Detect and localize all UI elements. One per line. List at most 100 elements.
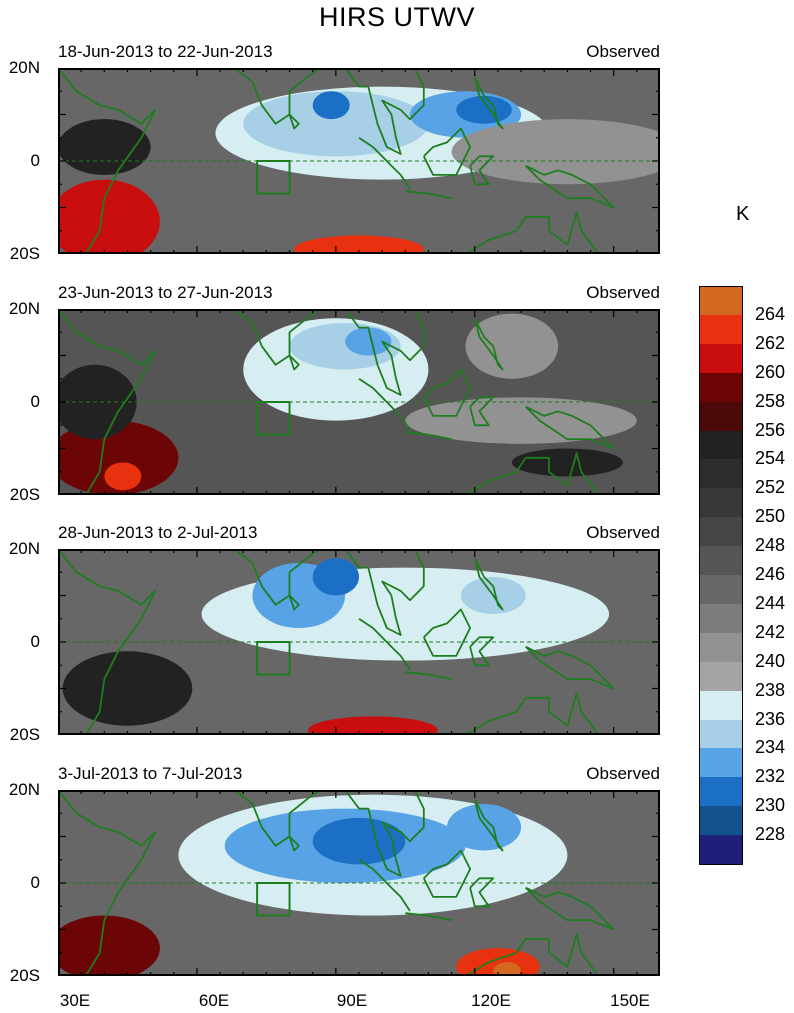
- colorbar-swatch: [699, 632, 743, 663]
- coastline: [422, 127, 471, 176]
- contour-region: [493, 962, 522, 976]
- colorbar-swatch: [699, 430, 743, 460]
- contour-region: [62, 651, 193, 726]
- panel-1-period: 18-Jun-2013 to 22-Jun-2013: [58, 42, 273, 61]
- x-tick-label: 150E: [610, 991, 650, 1010]
- panel-4-map: [58, 790, 660, 976]
- colorbar-label: 228: [755, 824, 786, 845]
- coastline: [473, 557, 504, 611]
- colorbar-swatch: [699, 719, 743, 749]
- coastline: [469, 636, 495, 667]
- coastline: [469, 155, 495, 186]
- colorbar-swatch: [699, 777, 743, 807]
- y-tick-label: 20N: [8, 539, 40, 558]
- coastline: [233, 309, 323, 366]
- panel-frame: [58, 68, 660, 254]
- colorbar-label: 264: [755, 303, 786, 324]
- panel-3: [58, 549, 660, 735]
- y-tick-label: 0: [30, 392, 40, 411]
- coastline: [344, 309, 425, 396]
- contour-region: [345, 327, 392, 356]
- colorbar-label: 244: [755, 592, 786, 613]
- colorbar-label: 262: [755, 332, 786, 353]
- colorbar-swatch: [699, 806, 743, 836]
- contour-region: [312, 91, 350, 120]
- panel-1-label: Observed: [586, 42, 660, 61]
- panel-3-map: [58, 549, 660, 735]
- coastline: [344, 790, 425, 877]
- coastline: [358, 378, 411, 431]
- y-tick-label: 20N: [8, 780, 40, 799]
- colorbar-swatch: [699, 690, 743, 720]
- colorbar-label: 236: [755, 708, 786, 729]
- coastline: [405, 431, 452, 441]
- x-tick-label: 120E: [471, 991, 511, 1010]
- coastline: [233, 549, 323, 606]
- contour-region: [58, 119, 151, 175]
- coastline: [525, 164, 615, 209]
- colorbar-label: 248: [755, 535, 786, 556]
- coastline: [473, 76, 504, 130]
- coastline: [233, 790, 323, 847]
- coastline: [422, 608, 471, 657]
- coastline: [288, 354, 300, 371]
- colorbar-label: 254: [755, 448, 786, 469]
- coastline: [463, 211, 600, 254]
- coastline: [58, 549, 157, 735]
- x-tick-label: 90E: [336, 991, 368, 1010]
- coastline: [473, 317, 504, 371]
- contour-region: [465, 313, 559, 379]
- colorbar-label: 252: [755, 477, 786, 498]
- coastline: [405, 190, 452, 200]
- contour-region: [58, 364, 137, 440]
- coastline: [58, 68, 157, 254]
- y-tick-label: 20S: [9, 244, 40, 263]
- panel-2-map: [58, 309, 660, 495]
- panel-frame: [58, 549, 660, 735]
- colorbar-swatch: [699, 517, 743, 547]
- contour-region: [312, 558, 359, 596]
- x-tick-label: 30E: [59, 991, 91, 1010]
- y-tick-label: 20N: [8, 299, 40, 318]
- contour-region: [294, 235, 424, 254]
- contour-region: [308, 716, 438, 735]
- y-tick-label: 0: [30, 632, 40, 651]
- colorbar-label: 242: [755, 621, 786, 642]
- panel-2-period: 23-Jun-2013 to 27-Jun-2013: [58, 283, 273, 302]
- y-tick-label: 0: [30, 873, 40, 892]
- region-box: [256, 882, 291, 917]
- panel-frame: [58, 309, 660, 495]
- colorbar-swatch: [699, 546, 743, 576]
- panel-frame: [58, 790, 660, 976]
- contour-region: [58, 420, 179, 495]
- coastline: [525, 405, 615, 450]
- panel-3-label: Observed: [586, 523, 660, 542]
- colorbar-label: 232: [755, 766, 786, 787]
- colorbar-swatch: [699, 661, 743, 692]
- contour-region: [446, 803, 522, 851]
- panel-2: [58, 309, 660, 495]
- panel-1: [58, 68, 660, 254]
- coastline: [288, 594, 300, 611]
- colorbar-swatch: [699, 401, 743, 431]
- colorbar-swatch: [699, 603, 743, 634]
- contour-region: [104, 462, 142, 491]
- panel-2-label: Observed: [586, 283, 660, 302]
- region-box: [256, 401, 291, 436]
- chart-title: HIRS UTWV: [319, 2, 475, 32]
- coastline: [58, 790, 157, 976]
- coastline: [358, 137, 411, 190]
- region-box: [256, 641, 291, 676]
- colorbar-swatch: [699, 488, 743, 518]
- colorbar-swatch: [699, 286, 743, 317]
- colorbar-label: 240: [755, 650, 786, 671]
- contour-region: [511, 448, 623, 477]
- coastline: [473, 798, 504, 852]
- contour-region: [405, 397, 637, 444]
- panel-4: [58, 790, 660, 976]
- panel-4-label: Observed: [586, 764, 660, 783]
- colorbar-label: 246: [755, 564, 786, 584]
- colorbar-label: 260: [755, 361, 786, 382]
- panel-1-map: [58, 68, 660, 254]
- coastline: [422, 849, 471, 898]
